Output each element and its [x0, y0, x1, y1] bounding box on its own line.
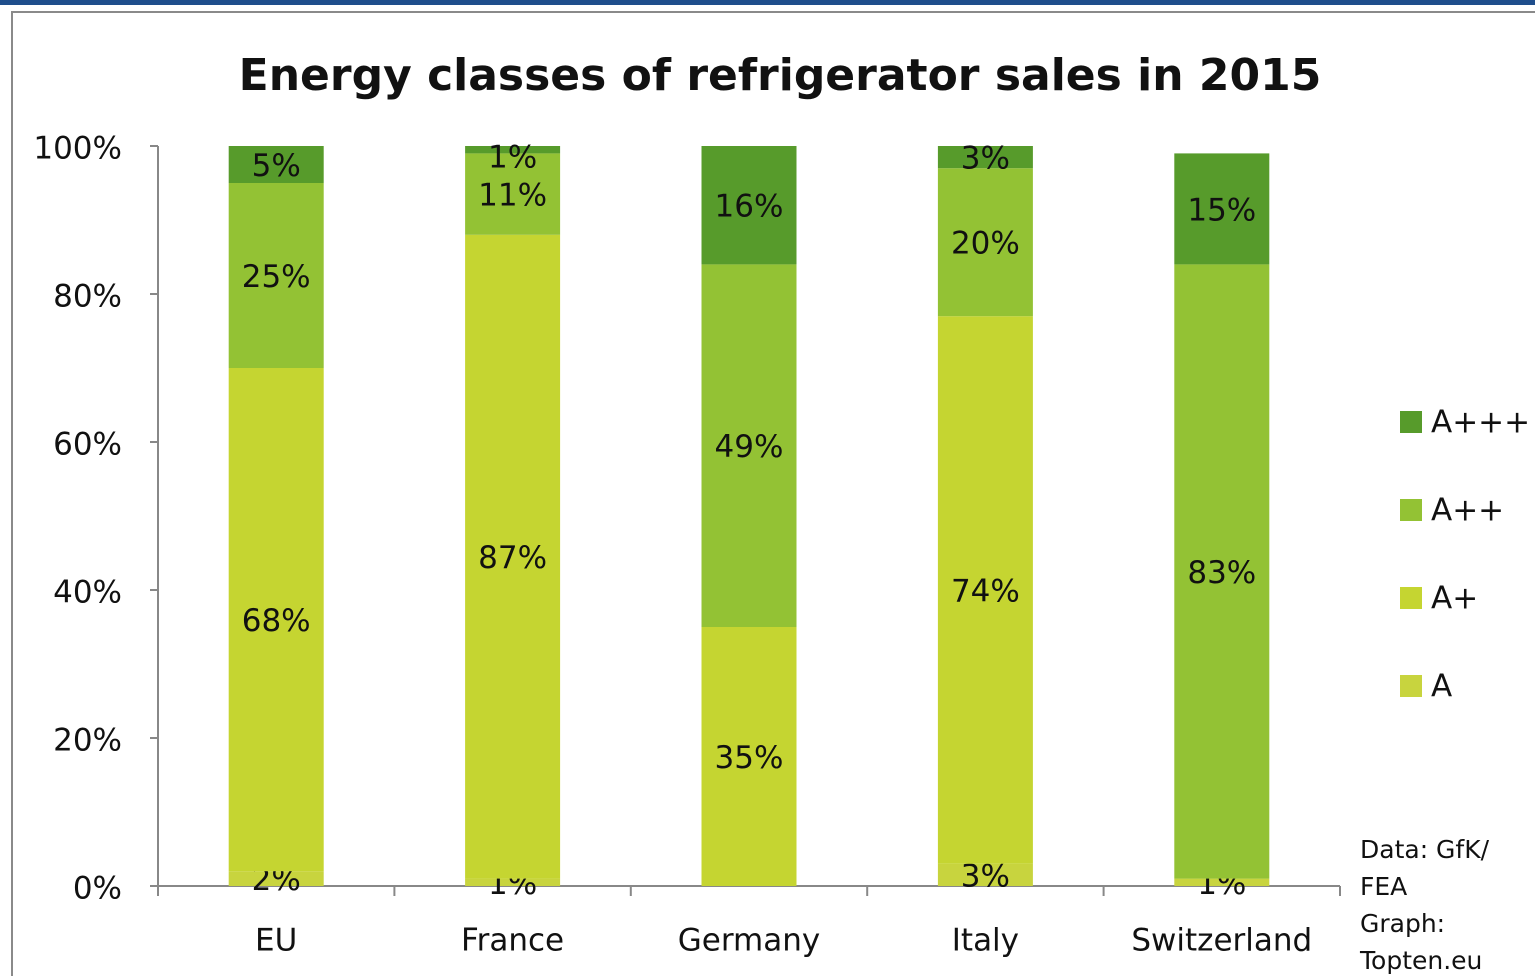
- bar-segment: [701, 627, 797, 886]
- bar-segment: [228, 183, 324, 368]
- bar-segment: [465, 146, 561, 154]
- bar-segment: [228, 368, 324, 872]
- y-tick-label: 80%: [53, 279, 122, 315]
- x-tick-label: Switzerland: [1131, 923, 1312, 959]
- x-tick-label: Germany: [678, 923, 820, 959]
- note: Graph:: [1360, 909, 1445, 938]
- data-label: 15%: [1187, 192, 1256, 228]
- legend-swatch: [1400, 675, 1422, 697]
- bar-segment: [1174, 153, 1270, 265]
- legend-label: A++: [1431, 493, 1504, 529]
- data-label: 20%: [951, 226, 1020, 262]
- data-label: 83%: [1187, 555, 1256, 591]
- y-tick-label: 100%: [33, 131, 122, 167]
- bar-segment: [1174, 878, 1270, 886]
- legend-label: A+++: [1431, 405, 1530, 441]
- y-tick-label: 20%: [53, 723, 122, 759]
- legend-label: A: [1431, 669, 1452, 705]
- bar-segment: [937, 146, 1033, 169]
- y-tick-label: 0%: [73, 871, 122, 907]
- top-band: [0, 0, 1535, 5]
- bar-segment: [701, 264, 797, 627]
- bar-segment: [228, 871, 324, 886]
- bar-segment: [465, 878, 561, 886]
- bar-segment: [937, 316, 1033, 864]
- bar-segment: [1174, 264, 1270, 879]
- y-tick-label: 60%: [53, 427, 122, 463]
- data-label: 49%: [715, 429, 784, 465]
- data-label: 68%: [242, 603, 311, 639]
- x-tick-label: France: [461, 923, 564, 959]
- bar-segment: [701, 146, 797, 265]
- data-label: 3%: [961, 858, 1010, 894]
- data-label: 3%: [961, 141, 1010, 177]
- chart-title: Energy classes of refrigerator sales in …: [239, 50, 1322, 101]
- x-tick-label: EU: [255, 923, 297, 959]
- data-label: 1%: [488, 140, 537, 176]
- note: Topten.eu: [1359, 946, 1482, 975]
- note: Data: GfK/: [1360, 835, 1490, 864]
- data-label: 87%: [478, 540, 547, 576]
- legend-swatch: [1400, 587, 1422, 609]
- bar-segment: [937, 863, 1033, 886]
- data-label: 5%: [252, 148, 301, 184]
- bar-segment: [937, 168, 1033, 317]
- note: FEA: [1360, 872, 1407, 901]
- data-label: 11%: [478, 178, 547, 214]
- legend-label: A+: [1431, 581, 1478, 617]
- data-label: 35%: [715, 740, 784, 776]
- chart-frame: [11, 11, 1535, 976]
- legend-swatch: [1400, 499, 1422, 521]
- data-label: 25%: [242, 259, 311, 295]
- bar-segment: [228, 146, 324, 183]
- bar-segment: [465, 234, 561, 879]
- legend-swatch: [1400, 411, 1422, 433]
- y-tick-label: 40%: [53, 575, 122, 611]
- bar-segment: [465, 153, 561, 235]
- x-tick-label: Italy: [952, 923, 1019, 959]
- data-label: 74%: [951, 574, 1020, 610]
- data-label: 16%: [715, 189, 784, 225]
